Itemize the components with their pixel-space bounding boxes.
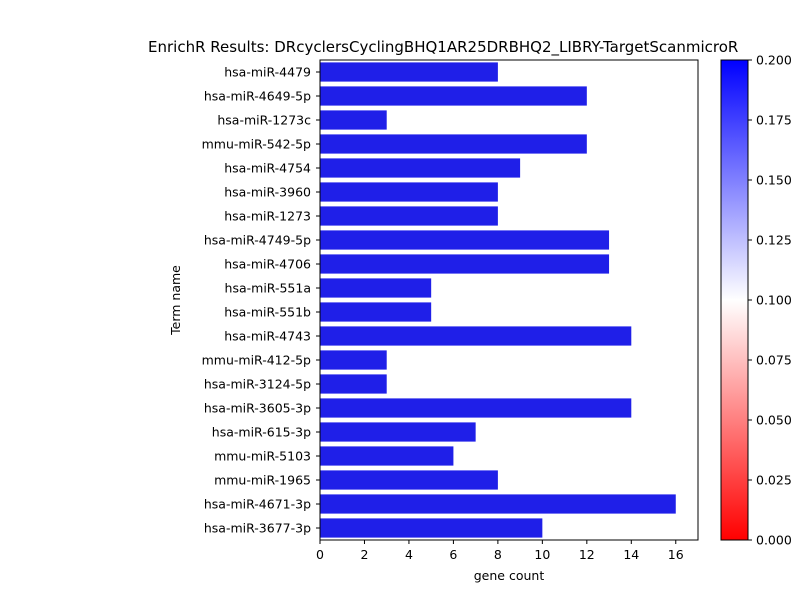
bar [320,470,498,490]
y-axis-title: Term name [168,265,183,336]
x-axis-title: gene count [474,568,545,583]
x-tick-label: 2 [360,547,368,562]
y-tick-label: hsa-miR-4671-3p [204,497,311,512]
bar [320,182,498,202]
bar [320,62,498,82]
y-tick-label: hsa-miR-4706 [224,257,311,272]
y-tick-label: hsa-miR-551b [224,305,311,320]
bar [320,302,432,322]
x-tick-label: 10 [534,547,550,562]
y-tick-label: mmu-miR-5103 [214,449,311,464]
x-tick-label: 16 [668,547,684,562]
y-tick-label: hsa-miR-1273c [217,113,311,128]
bar [320,422,476,442]
colorbar: 0.000 0.025 0.050 0.075 0.100 0.125 0.150 0.175… [720,53,792,548]
y-tick-label: mmu-miR-412-5p [202,353,311,368]
bar [320,278,432,298]
colorbar-tick-label: 0.175 [756,113,792,128]
colorbar-tick-label: 0.150 [756,173,792,188]
colorbar-tick-label: 0.050 [756,413,792,428]
y-tick-label: hsa-miR-4743 [224,329,311,344]
plot-frame [319,59,699,541]
bar [320,110,387,130]
y-tick-label: mmu-miR-542-5p [202,137,311,152]
bar [320,518,543,538]
y-tick-label: hsa-miR-3960 [224,185,311,200]
colorbar-tick-label: 0.100 [756,293,792,308]
bar [320,254,610,274]
colorbar-tick-label: 0.025 [756,473,792,488]
colorbar-tick-label: 0.000 [756,533,792,548]
y-tick-label: hsa-miR-551a [225,281,311,296]
y-tick-label: hsa-miR-3124-5p [204,377,311,392]
colorbar-tick-label: 0.200 [756,53,792,68]
bar [320,326,632,346]
bar [320,86,587,106]
y-tick-label: hsa-miR-4479 [224,65,311,80]
y-tick-label: mmu-miR-1965 [214,473,311,488]
bar [320,494,676,514]
colorbar-tick-label: 0.125 [756,233,792,248]
x-tick-label: 6 [449,547,457,562]
y-tick-label: hsa-miR-4749-5p [204,233,311,248]
y-tick-label: hsa-miR-3605-3p [204,401,311,416]
y-tick-label: hsa-miR-4754 [224,161,311,176]
bar [320,158,521,178]
y-tick-label: hsa-miR-1273 [224,209,311,224]
x-tick-label: 14 [623,547,639,562]
bar [320,446,454,466]
bar [320,206,498,226]
x-tick-label: 0 [316,547,324,562]
x-tick-label: 12 [579,547,595,562]
bar [320,350,387,370]
chart-title: EnrichR Results: DRcyclersCyclingBHQ1AR2… [148,38,738,57]
x-tick-label: 8 [494,547,502,562]
axes-layer: hsa-miR-4479 hsa-miR-4649-5p hsa-miR-1273c… [202,59,699,562]
bar [320,230,610,250]
y-tick-label: hsa-miR-615-3p [212,425,311,440]
bar [320,134,587,154]
colorbar-gradient [720,59,749,541]
colorbar-tick-label: 0.075 [756,353,792,368]
y-tick-label: hsa-miR-3677-3p [204,521,311,536]
y-tick-label: hsa-miR-4649-5p [204,89,311,104]
x-tick-label: 4 [405,547,413,562]
bars-layer [320,62,676,538]
bar [320,374,387,394]
bar [320,398,632,418]
